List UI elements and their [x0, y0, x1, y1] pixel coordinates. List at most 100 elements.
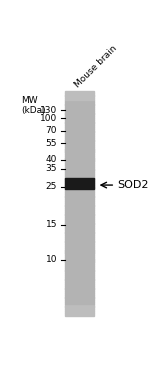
Text: 10: 10 [46, 255, 57, 264]
Bar [65, 118, 94, 120]
Bar [65, 192, 94, 194]
Bar [65, 248, 94, 251]
Text: SOD2: SOD2 [118, 180, 149, 190]
Bar [65, 208, 94, 210]
Bar [65, 264, 94, 266]
Bar [65, 302, 94, 304]
Bar [65, 235, 94, 237]
Bar [65, 230, 94, 232]
Bar [65, 127, 94, 129]
Bar [65, 142, 94, 145]
Bar [65, 253, 94, 255]
Bar [65, 241, 94, 244]
Bar [65, 216, 94, 219]
Bar [65, 237, 94, 239]
Text: 40: 40 [46, 155, 57, 164]
Bar [65, 243, 94, 246]
Bar [65, 271, 94, 273]
Bar [65, 178, 94, 181]
Bar [65, 181, 94, 183]
Bar [65, 221, 94, 224]
Bar [65, 107, 94, 109]
Bar [65, 246, 94, 248]
Bar [65, 91, 94, 93]
Bar [65, 232, 94, 235]
Bar [65, 226, 94, 228]
Text: 100: 100 [40, 114, 57, 123]
Text: 25: 25 [46, 182, 57, 191]
Bar [65, 185, 94, 188]
Text: Mouse brain: Mouse brain [73, 44, 119, 90]
Bar [65, 293, 94, 295]
Bar [65, 239, 94, 242]
Bar [65, 223, 94, 226]
Bar [65, 160, 94, 163]
Bar [65, 125, 94, 127]
Bar [65, 152, 94, 154]
Bar [65, 286, 94, 289]
Bar [65, 100, 94, 102]
Bar [65, 288, 94, 291]
Bar [65, 291, 94, 293]
Bar [65, 136, 94, 138]
Bar [65, 131, 94, 134]
Bar [65, 279, 94, 282]
Bar [65, 255, 94, 257]
Bar [65, 275, 94, 277]
Bar [65, 277, 94, 280]
Bar [65, 98, 94, 100]
Bar [65, 174, 94, 176]
Bar [65, 95, 94, 98]
Bar [65, 158, 94, 161]
Bar [65, 261, 94, 264]
Bar [65, 313, 94, 315]
Bar [65, 120, 94, 123]
Bar [65, 210, 94, 212]
Bar [65, 149, 94, 152]
Bar [65, 199, 94, 201]
Text: 15: 15 [46, 220, 57, 229]
Bar [65, 299, 94, 302]
Bar [65, 190, 94, 192]
Bar [65, 109, 94, 111]
Bar [65, 203, 94, 206]
Bar [65, 178, 94, 189]
Bar [65, 306, 94, 309]
Bar [65, 163, 94, 165]
Text: MW
(kDa): MW (kDa) [21, 96, 46, 115]
Bar [65, 172, 94, 174]
Bar [65, 115, 94, 118]
Bar [65, 205, 94, 208]
Bar [65, 259, 94, 262]
Bar [65, 176, 94, 179]
Text: 55: 55 [46, 139, 57, 148]
Bar [65, 212, 94, 215]
Bar [65, 129, 94, 131]
Bar [65, 284, 94, 287]
Bar [65, 165, 94, 168]
Bar [65, 266, 94, 269]
Bar [65, 268, 94, 271]
Bar [65, 183, 94, 186]
Bar [65, 250, 94, 253]
Text: 70: 70 [46, 126, 57, 135]
Bar [65, 304, 94, 307]
Bar [65, 140, 94, 143]
Bar [65, 298, 94, 300]
Bar [65, 154, 94, 156]
Bar [65, 228, 94, 231]
Bar [65, 201, 94, 203]
Bar [65, 194, 94, 197]
Bar [65, 295, 94, 298]
Bar [65, 133, 94, 136]
Bar [65, 93, 94, 96]
Bar [65, 219, 94, 221]
Bar [65, 138, 94, 141]
Bar [65, 122, 94, 125]
Bar [65, 111, 94, 114]
Bar [65, 167, 94, 170]
Text: 130: 130 [40, 106, 57, 115]
Bar [65, 113, 94, 116]
Bar [65, 156, 94, 158]
Bar [65, 282, 94, 284]
